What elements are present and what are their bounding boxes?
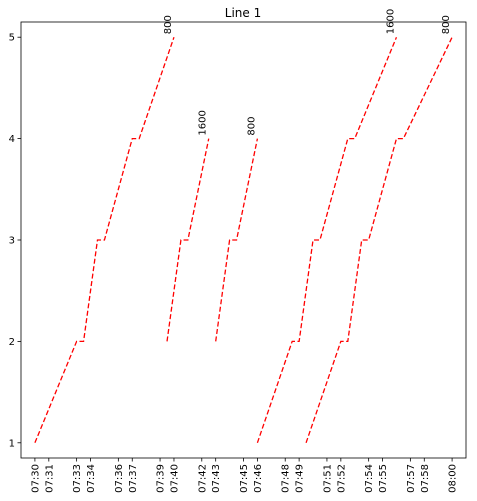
y-tick-label: 1 bbox=[9, 438, 15, 449]
trip-line-2 bbox=[166, 138, 210, 342]
trip-label-5: 800 bbox=[441, 15, 452, 34]
x-tick-label: 07:43 bbox=[211, 464, 222, 493]
x-tick-label: 07:46 bbox=[253, 464, 264, 493]
trip-label-4: 1600 bbox=[385, 9, 396, 34]
x-tick-label: 07:37 bbox=[128, 464, 139, 493]
trip-label-1: 800 bbox=[163, 15, 174, 34]
x-tick-label: 08:00 bbox=[448, 464, 459, 493]
x-tick-label: 07:42 bbox=[197, 464, 208, 493]
x-tick-label: 07:33 bbox=[72, 464, 83, 493]
x-tick-label: 07:31 bbox=[44, 464, 55, 493]
x-tick-label: 07:51 bbox=[322, 464, 333, 493]
series-layer bbox=[34, 36, 453, 444]
y-tick-label: 2 bbox=[9, 337, 15, 348]
plot-frame bbox=[20, 21, 467, 459]
x-axis: 07:30 07:31 07:33 07:34 07:36 07:37 07:39 07:40… bbox=[30, 458, 459, 493]
y-tick-label: 3 bbox=[9, 236, 15, 247]
x-tick-label: 07:57 bbox=[406, 464, 417, 493]
x-tick-label: 07:54 bbox=[364, 464, 375, 493]
x-tick-label: 07:36 bbox=[114, 464, 125, 493]
trip-line-4 bbox=[256, 36, 398, 444]
trip-line-3 bbox=[215, 138, 259, 342]
y-tick-label: 4 bbox=[9, 134, 15, 145]
x-tick-label: 07:39 bbox=[156, 464, 167, 493]
x-tick-label: 07:48 bbox=[281, 464, 292, 493]
chart-title: Line 1 bbox=[225, 6, 261, 20]
trip-line-1 bbox=[34, 36, 175, 444]
x-tick-label: 07:30 bbox=[30, 464, 41, 493]
x-tick-label: 07:40 bbox=[169, 464, 180, 493]
trip-line-5 bbox=[305, 36, 453, 444]
x-tick-label: 07:55 bbox=[378, 464, 389, 493]
x-tick-label: 07:45 bbox=[239, 464, 250, 493]
y-axis: 1 2 3 4 5 bbox=[9, 33, 21, 449]
x-tick-label: 07:58 bbox=[420, 464, 431, 493]
trip-label-2: 1600 bbox=[198, 110, 209, 135]
annotation-layer: 800 1600 800 1600 800 bbox=[163, 9, 452, 136]
trip-label-3: 800 bbox=[246, 117, 257, 136]
x-tick-label: 07:49 bbox=[295, 464, 306, 493]
y-tick-label: 5 bbox=[9, 33, 15, 44]
x-tick-label: 07:34 bbox=[86, 464, 97, 493]
x-tick-label: 07:52 bbox=[336, 464, 347, 493]
